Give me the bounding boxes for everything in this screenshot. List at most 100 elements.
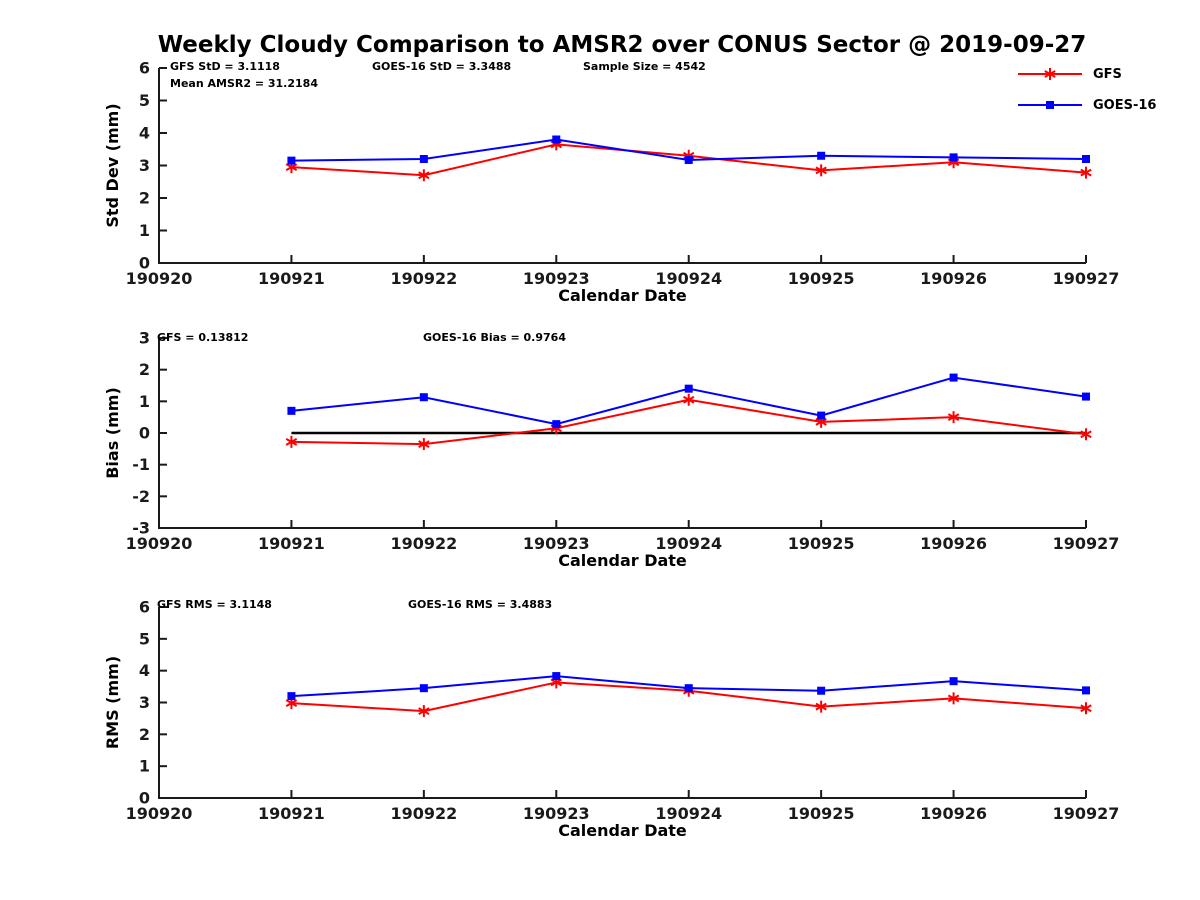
x-tick-label: 190924 [655, 534, 722, 553]
y-tick-label: 1 [139, 221, 150, 240]
x-tick-label: 190927 [1053, 534, 1120, 553]
gfs-asterisk-marker [1080, 168, 1092, 177]
chart-annotation: GOES-16 RMS = 3.4883 [408, 598, 553, 611]
y-tick-label: 3 [139, 329, 150, 348]
y-tick-label: 6 [139, 59, 150, 78]
goes16-square-marker [1082, 392, 1090, 401]
goes16-square-marker [949, 677, 958, 686]
y-tick-label: 5 [139, 91, 150, 110]
x-axis-label: Calendar Date [558, 821, 687, 840]
goes16-square-marker [949, 373, 958, 382]
y-tick-label: 4 [139, 661, 150, 680]
x-tick-label: 190920 [126, 534, 193, 553]
x-tick-label: 190922 [390, 534, 457, 553]
series-line-gfs [291, 398, 1087, 446]
goes16-line-marker-icon [1018, 101, 1082, 109]
x-tick-label: 190922 [390, 269, 457, 288]
goes16-square-marker [552, 135, 561, 144]
gfs-asterisk-marker [815, 166, 827, 175]
goes16-square-marker [1082, 155, 1090, 163]
legend-entry-goes16: GOES-16 [1016, 97, 1156, 113]
y-axis-label: Bias (mm) [103, 387, 122, 479]
chart-rms: 0 1 2 3 4 5 6 190920 190921 190922 190923 190924 190… [103, 598, 1119, 841]
gfs-asterisk-marker [947, 413, 960, 422]
x-tick-label: 190925 [788, 534, 855, 553]
gfs-asterisk-marker [418, 171, 430, 180]
goes16-square-marker [817, 686, 826, 695]
chart-annotation: Sample Size = 4542 [583, 60, 706, 73]
chart-annotation: GOES-16 Bias = 0.9764 [423, 331, 566, 344]
legend-entry-gfs: GFS [1016, 66, 1156, 82]
x-tick-label: 190926 [920, 534, 987, 553]
y-tick-label: 3 [139, 156, 150, 175]
y-axis-label: Std Dev (mm) [103, 103, 122, 227]
x-tick-label: 190923 [523, 269, 590, 288]
goes16-square-marker [419, 684, 428, 693]
goes16-square-marker [419, 155, 428, 163]
gfs-asterisk-marker [285, 438, 298, 446]
x-tick-label: 190924 [655, 269, 722, 288]
x-tick-label: 190921 [258, 269, 325, 288]
y-tick-label: 1 [139, 757, 150, 776]
chart-annotation: GFS = 0.13812 [157, 331, 249, 344]
goes16-square-marker [552, 420, 561, 429]
y-tick-label: -3 [132, 519, 150, 538]
legend-label-gfs: GFS [1093, 66, 1122, 82]
y-tick-label: -2 [132, 487, 150, 506]
gfs-asterisk-marker [1080, 430, 1092, 439]
gfs-asterisk-marker [947, 694, 960, 703]
chart-annotation: Mean AMSR2 = 31.2184 [170, 77, 318, 90]
goes16-square-marker [817, 411, 826, 420]
goes16-square-marker [1082, 686, 1090, 695]
goes16-square-marker [684, 155, 693, 164]
y-tick-label: -1 [132, 455, 150, 474]
goes16-square-marker [552, 672, 561, 681]
y-axis-label: RMS (mm) [103, 656, 122, 749]
gfs-asterisk-marker [550, 678, 562, 687]
chart-std-dev: 0 1 2 3 4 5 6 190920 190921 190922 190923 190924 190… [103, 59, 1119, 306]
x-tick-label: 190921 [258, 534, 325, 553]
x-tick-label: 190923 [523, 534, 590, 553]
chart-annotation: GFS StD = 3.1118 [170, 60, 280, 73]
goes16-square-marker [949, 153, 958, 162]
y-tick-label: 2 [139, 360, 150, 379]
x-tick-label: 190927 [1053, 269, 1120, 288]
goes16-square-marker [817, 151, 826, 160]
gfs-asterisk-marker [683, 395, 695, 404]
goes16-square-marker [287, 406, 296, 415]
gfs-asterisk-marker [815, 702, 827, 711]
x-tick-label: 190922 [390, 804, 457, 823]
y-tick-label: 4 [139, 124, 150, 143]
chart-annotation: GFS RMS = 3.1148 [157, 598, 272, 611]
chart-annotation: GOES-16 StD = 3.3488 [372, 60, 512, 73]
x-tick-label: 190923 [523, 804, 590, 823]
gfs-asterisk-marker [1044, 70, 1056, 78]
x-tick-label: 190927 [1053, 804, 1120, 823]
gfs-asterisk-marker [285, 163, 298, 171]
x-axis-label: Calendar Date [558, 551, 687, 570]
y-tick-label: 2 [139, 189, 150, 208]
gfs-asterisk-marker [815, 418, 827, 426]
y-tick-label: 5 [139, 629, 150, 648]
gfs-asterisk-marker [418, 440, 430, 448]
y-tick-label: 0 [139, 424, 150, 443]
x-axis-label: Calendar Date [558, 286, 687, 305]
x-tick-label: 190924 [655, 804, 722, 823]
goes16-square-marker [287, 692, 296, 701]
figure-title: Weekly Cloudy Comparison to AMSR2 over C… [157, 32, 1087, 58]
y-tick-label: 1 [139, 392, 150, 411]
x-tick-label: 190925 [788, 269, 855, 288]
y-tick-label: 0 [139, 254, 150, 273]
x-tick-label: 190920 [126, 269, 193, 288]
x-tick-label: 190926 [920, 269, 987, 288]
gfs-asterisk-marker [285, 699, 298, 708]
gfs-asterisk-marker [1080, 704, 1092, 713]
chart-bias: -3 -2 -1 0 1 2 3 190920 190921 190922 190923 190924… [103, 329, 1119, 571]
goes16-square-marker [1046, 101, 1054, 109]
y-tick-label: 2 [139, 725, 150, 744]
goes16-square-marker [287, 156, 296, 165]
x-tick-label: 190920 [126, 804, 193, 823]
x-tick-label: 190926 [920, 804, 987, 823]
